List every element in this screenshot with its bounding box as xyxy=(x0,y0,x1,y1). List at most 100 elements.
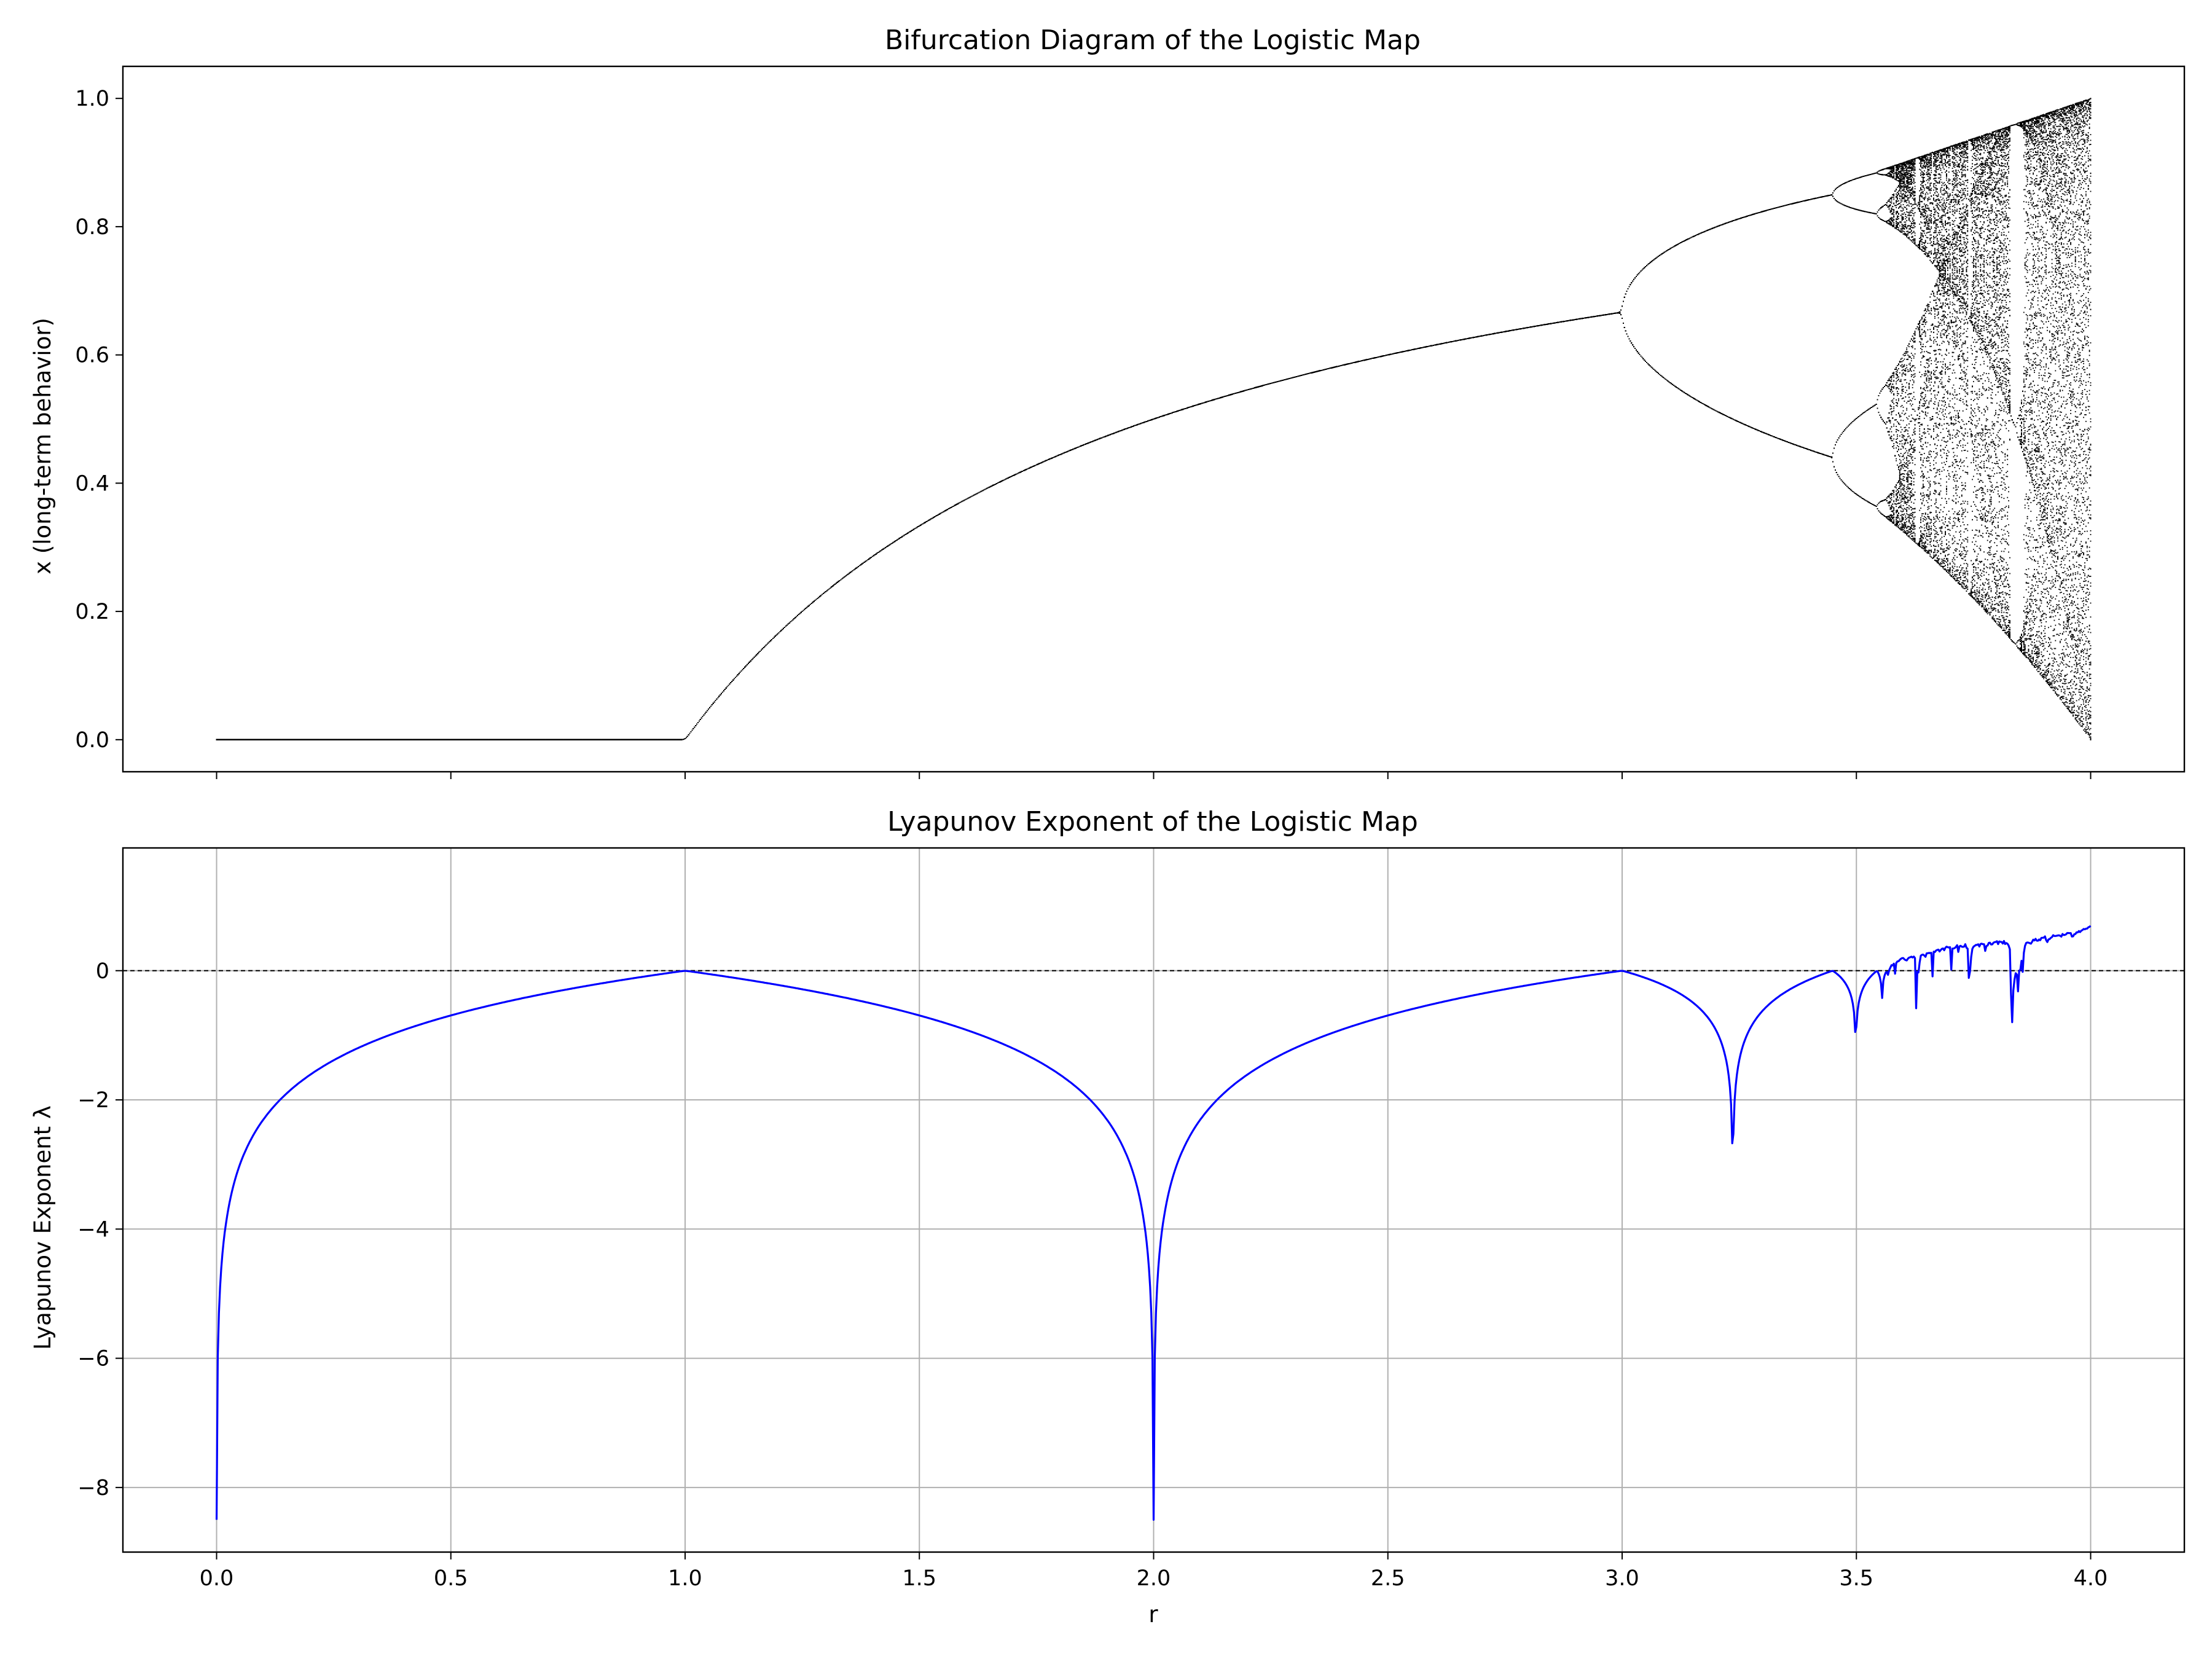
bifurcation-point xyxy=(398,739,399,740)
bifurcation-point xyxy=(249,739,250,740)
bifurcation-point xyxy=(248,739,249,740)
bifurcation-point xyxy=(425,739,426,740)
bifurcation-point xyxy=(364,739,365,740)
bifurcation-point xyxy=(423,739,425,740)
bifurcation-point xyxy=(250,739,251,740)
bifurcation-point xyxy=(399,739,400,740)
bifurcation-point xyxy=(303,739,304,740)
bifurcation-point xyxy=(412,739,413,740)
bifurcation-point xyxy=(313,739,315,740)
bifurcation-point xyxy=(430,739,431,740)
bifurcation-point xyxy=(337,739,338,740)
bifurcation-point xyxy=(404,739,405,740)
bifurcation-point xyxy=(222,739,223,740)
bifurcation-point xyxy=(433,739,434,740)
bifurcation-point xyxy=(395,739,396,740)
bifurcation-point xyxy=(223,739,224,740)
bifurcation-point xyxy=(444,739,445,740)
bifurcation-point xyxy=(445,739,447,740)
bifurcation-point xyxy=(306,739,307,740)
bifurcation-point xyxy=(307,739,308,740)
bifurcation-point xyxy=(457,739,458,740)
bifurcation-point xyxy=(263,739,264,740)
bifurcation-point xyxy=(332,739,333,740)
bifurcation-point xyxy=(305,739,307,740)
bifurcation-point xyxy=(348,739,350,740)
bifurcation-point xyxy=(456,739,457,740)
bifurcation-point xyxy=(385,739,386,740)
bifurcation-point xyxy=(253,739,254,740)
bifurcation-point xyxy=(417,739,418,740)
bifurcation-point xyxy=(408,739,409,740)
bifurcation-point xyxy=(299,739,300,740)
bifurcation-point xyxy=(273,739,275,740)
bifurcation-point xyxy=(388,739,390,740)
bifurcation-point xyxy=(236,739,237,740)
bifurcation-point xyxy=(275,739,276,740)
bifurcation-point xyxy=(409,739,410,740)
bifurcation-point xyxy=(378,739,379,740)
bifurcation-point xyxy=(339,739,340,740)
bifurcation-point xyxy=(310,739,311,740)
bifurcation-point xyxy=(221,739,222,740)
bifurcation-point xyxy=(373,739,374,740)
bifurcation-point xyxy=(418,739,419,740)
bifurcation-point xyxy=(343,739,344,740)
bifurcation-point xyxy=(283,739,284,740)
bifurcation-point xyxy=(447,739,448,740)
bifurcation-title: Bifurcation Diagram of the Logistic Map xyxy=(885,25,1421,56)
bifurcation-point xyxy=(350,739,351,740)
bifurcation-point xyxy=(294,739,296,740)
bifurcation-point xyxy=(367,739,369,740)
bifurcation-point xyxy=(321,739,323,740)
bifurcation-point xyxy=(241,739,242,740)
bifurcation-point xyxy=(452,739,453,740)
bifurcation-point xyxy=(393,739,394,740)
bifurcation-point xyxy=(224,739,226,740)
bifurcation-point xyxy=(361,739,363,740)
bifurcation-point xyxy=(242,739,243,740)
bifurcation-point xyxy=(302,739,303,740)
bifurcation-point xyxy=(402,739,404,740)
bifurcation-point xyxy=(243,739,244,740)
bifurcation-point xyxy=(327,739,329,740)
bifurcation-point xyxy=(326,739,327,740)
bifurcation-point xyxy=(276,739,277,740)
bifurcation-point xyxy=(427,739,428,740)
bifurcation-point xyxy=(340,739,342,740)
bifurcation-point xyxy=(319,739,320,740)
bifurcation-point xyxy=(278,739,280,740)
bifurcation-point xyxy=(422,739,423,740)
bifurcation-point xyxy=(292,739,294,740)
bifurcation-point xyxy=(218,739,219,740)
bifurcation-point xyxy=(230,739,232,740)
bifurcation-point xyxy=(342,739,343,740)
bifurcation-point xyxy=(439,739,440,740)
bifurcation-point xyxy=(414,739,415,740)
bifurcation-point xyxy=(371,739,372,740)
bifurcation-point xyxy=(405,739,406,740)
bifurcation-point xyxy=(442,739,444,740)
bifurcation-point xyxy=(368,739,369,740)
bifurcation-point xyxy=(259,739,261,740)
bifurcation-point xyxy=(240,739,241,740)
bifurcation-point xyxy=(298,739,299,740)
bifurcation-point xyxy=(431,739,433,740)
bifurcation-point xyxy=(267,739,268,740)
bifurcation-point xyxy=(382,739,383,740)
bifurcation-point xyxy=(420,739,421,740)
bifurcation-point xyxy=(390,739,391,740)
bifurcation-point xyxy=(317,739,318,740)
bifurcation-point xyxy=(232,739,233,740)
bifurcation-point xyxy=(270,739,271,740)
bifurcation-point xyxy=(441,739,442,740)
bifurcation-point xyxy=(227,739,228,740)
bifurcation-point xyxy=(338,739,339,740)
bifurcation-point xyxy=(289,739,290,740)
bifurcation-point xyxy=(269,739,270,740)
bifurcation-point xyxy=(304,739,305,740)
bifurcation-point xyxy=(233,739,235,740)
bifurcation-point xyxy=(325,739,326,740)
bifurcation-point xyxy=(360,739,361,740)
